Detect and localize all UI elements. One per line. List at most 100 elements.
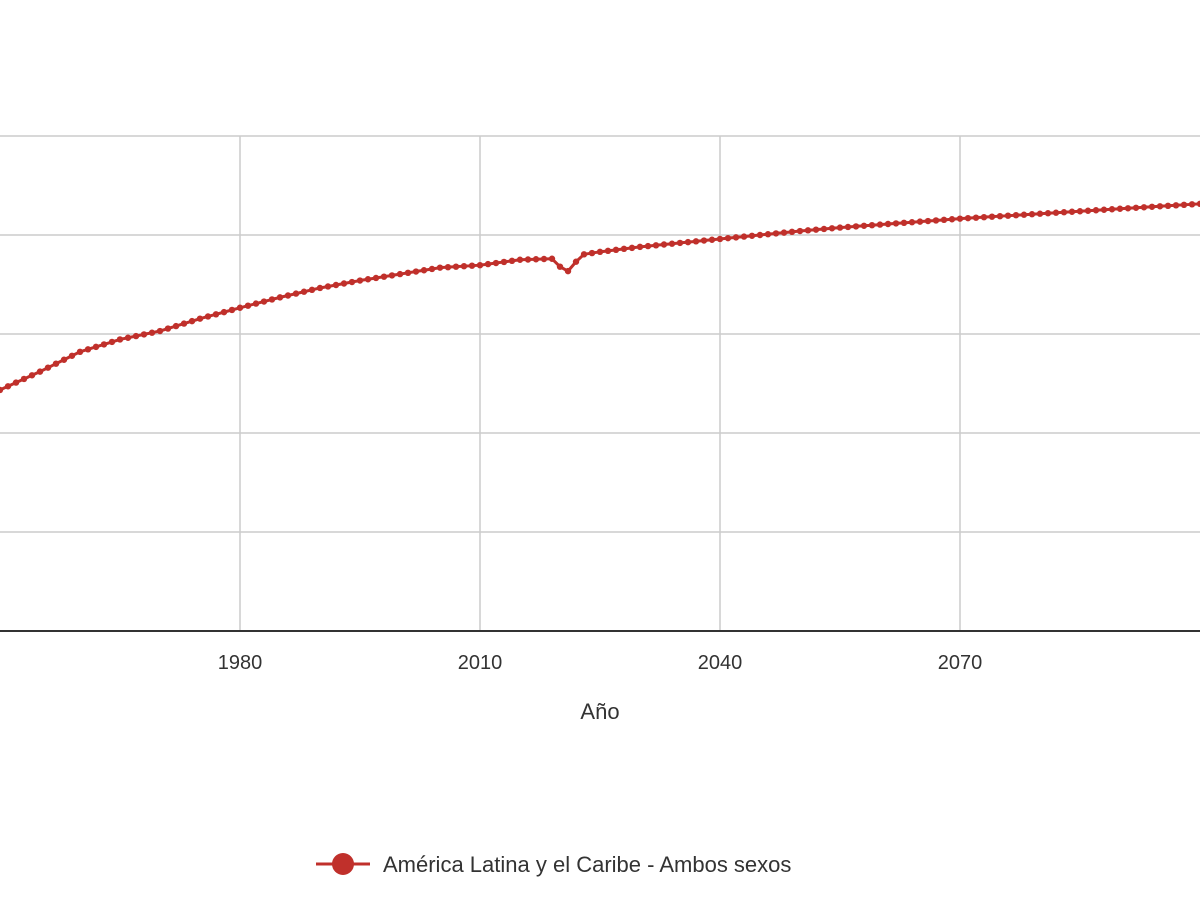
data-point[interactable] xyxy=(1180,201,1188,209)
data-point[interactable] xyxy=(740,233,748,240)
data-point[interactable] xyxy=(1116,205,1124,212)
data-point[interactable] xyxy=(820,225,828,233)
data-point[interactable] xyxy=(388,272,396,279)
data-point[interactable] xyxy=(116,336,124,343)
data-point[interactable] xyxy=(956,215,964,222)
data-point[interactable] xyxy=(1060,209,1068,216)
data-point[interactable] xyxy=(964,214,972,222)
data-point[interactable] xyxy=(604,247,612,255)
data-point[interactable] xyxy=(460,262,468,270)
data-point[interactable] xyxy=(300,288,308,295)
data-point[interactable] xyxy=(204,313,212,320)
data-point[interactable] xyxy=(308,286,316,294)
data-point[interactable] xyxy=(932,217,940,224)
data-point[interactable] xyxy=(612,246,620,254)
data-point[interactable] xyxy=(508,257,516,265)
data-point[interactable] xyxy=(572,258,580,265)
data-point[interactable] xyxy=(1052,209,1060,216)
data-point[interactable] xyxy=(996,212,1004,220)
data-point[interactable] xyxy=(1036,210,1044,217)
data-point[interactable] xyxy=(284,292,292,299)
data-point[interactable] xyxy=(36,368,44,375)
data-point[interactable] xyxy=(1132,204,1140,211)
data-point[interactable] xyxy=(692,238,700,245)
data-point[interactable] xyxy=(164,325,172,332)
legend[interactable]: América Latina y el Caribe - Ambos sexos xyxy=(316,852,791,877)
data-point[interactable] xyxy=(220,308,228,316)
data-point[interactable] xyxy=(1100,206,1108,213)
data-point[interactable] xyxy=(236,304,244,311)
data-point[interactable] xyxy=(908,219,916,226)
data-point[interactable] xyxy=(1148,203,1156,210)
data-point[interactable] xyxy=(356,277,364,284)
data-point[interactable] xyxy=(564,267,572,275)
data-point[interactable] xyxy=(68,352,76,359)
data-point[interactable] xyxy=(748,232,756,239)
data-point[interactable] xyxy=(828,225,836,232)
data-point[interactable] xyxy=(244,302,252,309)
data-point[interactable] xyxy=(788,228,796,236)
data-point[interactable] xyxy=(492,259,500,267)
data-point[interactable] xyxy=(860,222,868,229)
data-point[interactable] xyxy=(1004,212,1012,219)
data-point[interactable] xyxy=(476,261,484,269)
data-point[interactable] xyxy=(884,220,892,228)
data-point[interactable] xyxy=(124,334,132,341)
data-point[interactable] xyxy=(668,240,676,247)
data-point[interactable] xyxy=(1140,204,1148,211)
data-point[interactable] xyxy=(436,264,444,271)
data-point[interactable] xyxy=(940,216,948,224)
data-point[interactable] xyxy=(44,364,52,371)
data-point[interactable] xyxy=(980,213,988,221)
data-point[interactable] xyxy=(420,267,428,274)
data-point[interactable] xyxy=(156,327,164,335)
data-point[interactable] xyxy=(404,269,412,277)
data-point[interactable] xyxy=(76,348,84,356)
data-point[interactable] xyxy=(428,265,436,273)
data-point[interactable] xyxy=(196,315,204,322)
data-point[interactable] xyxy=(84,346,92,353)
data-point[interactable] xyxy=(708,236,716,243)
data-point[interactable] xyxy=(396,270,404,278)
data-point[interactable] xyxy=(100,341,108,348)
data-point[interactable] xyxy=(916,218,924,225)
data-point[interactable] xyxy=(1020,211,1028,218)
data-point[interactable] xyxy=(316,284,324,292)
data-point[interactable] xyxy=(108,338,116,346)
data-point[interactable] xyxy=(700,237,708,244)
data-point[interactable] xyxy=(324,283,332,290)
data-point[interactable] xyxy=(484,260,492,268)
data-point[interactable] xyxy=(1092,207,1100,214)
data-point[interactable] xyxy=(332,281,340,289)
data-point[interactable] xyxy=(188,317,196,325)
data-point[interactable] xyxy=(988,213,996,220)
data-point[interactable] xyxy=(652,242,660,249)
data-point[interactable] xyxy=(252,300,260,307)
data-point[interactable] xyxy=(772,230,780,237)
data-point[interactable] xyxy=(628,244,636,252)
data-point[interactable] xyxy=(660,241,668,248)
data-point[interactable] xyxy=(140,331,148,338)
data-point[interactable] xyxy=(596,248,604,256)
data-point[interactable] xyxy=(1196,200,1200,208)
data-point[interactable] xyxy=(876,221,884,228)
data-point[interactable] xyxy=(20,375,28,383)
data-point[interactable] xyxy=(972,214,980,221)
data-point[interactable] xyxy=(716,235,724,243)
data-point[interactable] xyxy=(1068,208,1076,215)
data-point[interactable] xyxy=(228,306,236,314)
data-point[interactable] xyxy=(636,243,644,251)
data-point[interactable] xyxy=(1076,208,1084,215)
data-point[interactable] xyxy=(1156,203,1164,210)
data-point[interactable] xyxy=(132,332,140,340)
data-point[interactable] xyxy=(948,216,956,223)
data-point[interactable] xyxy=(1188,201,1196,208)
data-point[interactable] xyxy=(292,290,300,297)
data-point[interactable] xyxy=(1044,210,1052,217)
data-point[interactable] xyxy=(524,256,532,263)
data-point[interactable] xyxy=(852,223,860,230)
data-point[interactable] xyxy=(1124,205,1132,212)
data-point[interactable] xyxy=(1084,207,1092,214)
data-point[interactable] xyxy=(372,274,380,282)
data-point[interactable] xyxy=(924,217,932,225)
